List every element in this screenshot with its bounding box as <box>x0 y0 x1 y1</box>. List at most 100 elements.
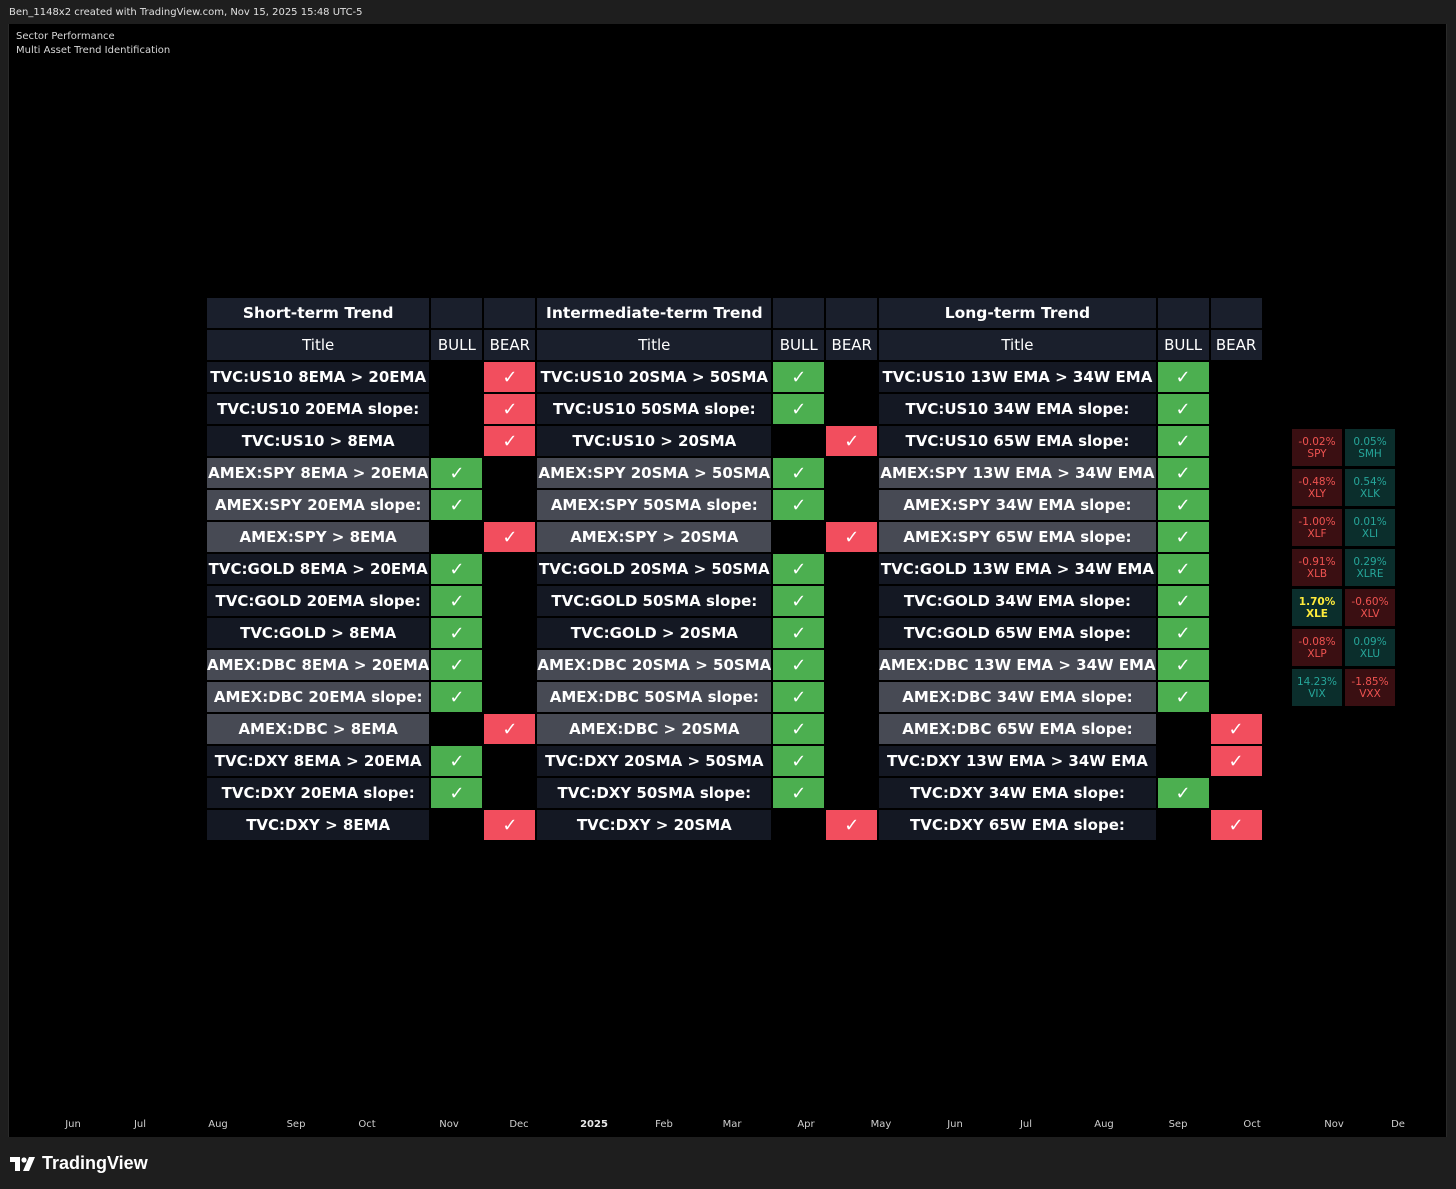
signal-title: AMEX:SPY 8EMA > 20EMA <box>207 457 432 490</box>
chart-area[interactable]: Sector Performance Multi Asset Trend Ide… <box>8 24 1447 1137</box>
bull-cell: ✓ <box>1156 585 1211 618</box>
check-icon: ✓ <box>502 398 518 420</box>
time-axis-label: Oct <box>358 1119 376 1130</box>
bull-cell: ✓ <box>772 361 827 394</box>
bull-cell <box>430 425 485 458</box>
check-icon: ✓ <box>1175 462 1191 484</box>
bear-cell <box>825 745 880 778</box>
sector-symbol: VIX <box>1308 687 1326 700</box>
column-bull-header: BULL <box>430 329 485 362</box>
check-icon: ✓ <box>844 526 860 548</box>
bull-cell <box>1156 713 1211 746</box>
signal-title: AMEX:SPY 13W EMA > 34W EMA <box>878 457 1158 490</box>
check-icon: ✓ <box>1175 686 1191 708</box>
check-icon: ✓ <box>1175 654 1191 676</box>
signal-title: AMEX:DBC 65W EMA slope: <box>878 713 1158 746</box>
signal-title: AMEX:SPY 65W EMA slope: <box>878 521 1158 554</box>
time-axis-label: Jul <box>133 1119 147 1130</box>
check-icon: ✓ <box>791 782 807 804</box>
bull-cell <box>430 713 485 746</box>
bear-cell: ✓ <box>1209 745 1264 778</box>
group-spacer-bear <box>1209 298 1264 330</box>
sector-cell-smh: 0.05% SMH <box>1345 429 1395 466</box>
bull-cell: ✓ <box>772 585 827 618</box>
sector-change: -0.02% <box>1298 435 1336 448</box>
table-header-row: Short-term Trend Intermediate-term Trend L… <box>207 298 1264 330</box>
bull-cell: ✓ <box>430 553 485 586</box>
signal-title: TVC:DXY 20EMA slope: <box>207 777 432 810</box>
bear-cell <box>825 617 880 650</box>
tradingview-brand: TradingView <box>42 1153 148 1173</box>
sector-cell-vix: 14.23% VIX <box>1292 669 1342 706</box>
check-icon: ✓ <box>791 366 807 388</box>
sector-symbol: VXX <box>1359 687 1381 700</box>
sector-symbol: XLB <box>1306 567 1328 580</box>
time-axis[interactable]: Jun Jul Aug Sep Oct Nov Dec 2025 Feb Mar Apr May Jun… <box>9 1114 1448 1136</box>
sector-symbol: XLI <box>1361 527 1379 540</box>
signal-title: AMEX:DBC > 20SMA <box>536 713 774 746</box>
bull-cell: ✓ <box>1156 361 1211 394</box>
sector-cell-xlf: -1.00% XLF <box>1292 509 1342 546</box>
bear-cell <box>483 745 538 778</box>
header-caption: Ben_1148x2 created with TradingView.com,… <box>0 0 1456 24</box>
sector-change: 14.23% <box>1296 675 1338 688</box>
check-icon: ✓ <box>449 750 465 772</box>
signal-title: AMEX:DBC 20SMA > 50SMA <box>536 649 774 682</box>
sector-change: 0.05% <box>1353 435 1387 448</box>
bull-cell <box>430 809 485 842</box>
signal-title: TVC:GOLD 20EMA slope: <box>207 585 432 618</box>
column-title-header: Title <box>536 329 774 362</box>
group-title: Short-term Trend <box>207 298 432 330</box>
signal-title: TVC:DXY 20SMA > 50SMA <box>536 745 774 778</box>
group-spacer-bear <box>825 298 880 330</box>
time-axis-label: De <box>1391 1119 1405 1130</box>
table-row: AMEX:DBC 20EMA slope: ✓ AMEX:DBC 50SMA slo… <box>207 681 1264 714</box>
table-row: TVC:DXY 20EMA slope: ✓ TVC:DXY 50SMA slope… <box>207 777 1264 810</box>
table-row: TVC:US10 > 8EMA ✓ TVC:US10 > 20SMA ✓ TVC:US1… <box>207 425 1264 458</box>
sector-change: -0.48% <box>1298 475 1336 488</box>
sector-cell-xlb: -0.91% XLB <box>1292 549 1342 586</box>
time-axis-label: Nov <box>439 1119 459 1130</box>
column-bear-header: BEAR <box>1209 329 1264 362</box>
indicator-title-sector[interactable]: Sector Performance <box>16 31 115 42</box>
signal-title: AMEX:SPY 34W EMA slope: <box>878 489 1158 522</box>
time-axis-label: Sep <box>286 1119 306 1130</box>
sector-symbol: XLE <box>1306 607 1328 620</box>
bull-cell: ✓ <box>772 489 827 522</box>
time-axis-label: Dec <box>509 1119 529 1130</box>
bull-cell: ✓ <box>1156 393 1211 426</box>
bear-cell <box>483 585 538 618</box>
sector-cell-xlu: 0.09% XLU <box>1345 629 1395 666</box>
bear-cell <box>1209 553 1264 586</box>
bear-cell <box>1209 489 1264 522</box>
signal-title: TVC:GOLD 65W EMA slope: <box>878 617 1158 650</box>
bear-cell: ✓ <box>483 361 538 394</box>
bull-cell: ✓ <box>1156 457 1211 490</box>
sector-change: -1.00% <box>1298 515 1336 528</box>
sector-cell-xlv: -0.60% XLV <box>1345 589 1395 626</box>
signal-title: AMEX:SPY 20EMA slope: <box>207 489 432 522</box>
indicator-title-trend[interactable]: Multi Asset Trend Identification <box>16 45 171 56</box>
check-icon: ✓ <box>502 526 518 548</box>
signal-title: AMEX:DBC > 8EMA <box>207 713 432 746</box>
bull-cell: ✓ <box>1156 649 1211 682</box>
time-axis-label: Jul <box>1019 1119 1033 1130</box>
sector-performance-grid: -0.02% SPY 0.05% SMH -0.48% XLY 0.54% XLK -1.00%… <box>1292 429 1395 706</box>
check-icon: ✓ <box>844 814 860 836</box>
table-row: TVC:GOLD > 8EMA ✓ TVC:GOLD > 20SMA ✓ TVC:GOL… <box>207 617 1264 650</box>
bull-cell <box>430 521 485 554</box>
column-bull-header: BULL <box>1156 329 1211 362</box>
bear-cell: ✓ <box>483 425 538 458</box>
bear-cell <box>483 681 538 714</box>
bull-cell <box>430 361 485 394</box>
group-spacer-bull <box>772 298 827 330</box>
group-spacer-bull <box>1156 298 1211 330</box>
bull-cell: ✓ <box>772 457 827 490</box>
tradingview-logo[interactable]: TradingView <box>10 1153 148 1174</box>
check-icon: ✓ <box>1228 718 1244 740</box>
check-icon: ✓ <box>791 654 807 676</box>
check-icon: ✓ <box>502 718 518 740</box>
sector-change: 1.70% <box>1298 595 1336 608</box>
sector-change: 0.29% <box>1353 555 1387 568</box>
bull-cell: ✓ <box>430 681 485 714</box>
